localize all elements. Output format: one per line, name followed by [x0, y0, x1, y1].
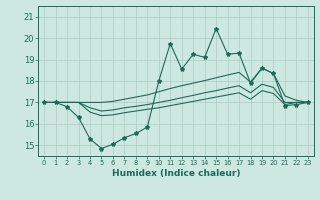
X-axis label: Humidex (Indice chaleur): Humidex (Indice chaleur) — [112, 169, 240, 178]
